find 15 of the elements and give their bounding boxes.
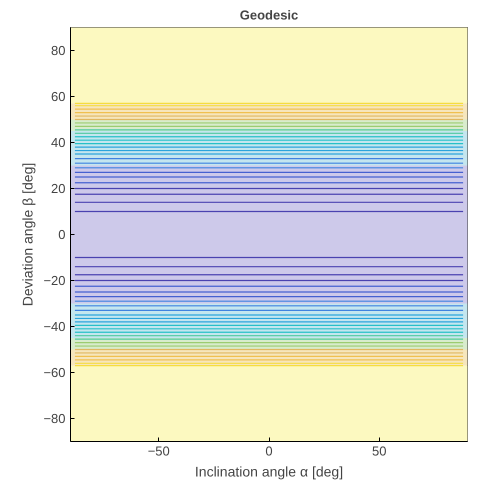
y-tick-label: 0 xyxy=(58,227,66,242)
y-tick-label: −80 xyxy=(43,411,66,426)
y-tick-label: −20 xyxy=(43,273,66,288)
y-tick-label: 80 xyxy=(51,43,66,58)
chart-title: Geodesic xyxy=(240,8,298,22)
x-tick-label: 0 xyxy=(265,444,273,458)
x-axis-title: Inclination angle α [deg] xyxy=(194,464,344,480)
y-tick-label: −40 xyxy=(43,319,66,334)
y-tick-label: 40 xyxy=(51,135,66,150)
y-tick-label: −60 xyxy=(43,365,66,380)
y-tick-label: 20 xyxy=(51,181,66,196)
y-axis-title: Deviation angle β [deg] xyxy=(19,162,36,306)
x-tick-label: 50 xyxy=(372,444,387,458)
y-tick-label: 60 xyxy=(51,89,66,104)
x-tick-label: −50 xyxy=(148,444,170,458)
